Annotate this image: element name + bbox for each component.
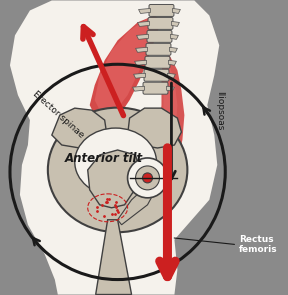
FancyBboxPatch shape <box>149 4 174 17</box>
Ellipse shape <box>75 128 156 196</box>
Ellipse shape <box>48 108 187 232</box>
Text: Rectus
femoris: Rectus femoris <box>239 235 278 254</box>
Polygon shape <box>139 9 151 14</box>
Polygon shape <box>118 185 154 225</box>
FancyBboxPatch shape <box>146 43 171 55</box>
Polygon shape <box>134 73 145 78</box>
Circle shape <box>136 166 160 190</box>
Polygon shape <box>138 22 149 26</box>
Circle shape <box>143 173 153 183</box>
Polygon shape <box>137 35 149 39</box>
FancyBboxPatch shape <box>147 30 172 42</box>
Polygon shape <box>158 55 184 175</box>
Polygon shape <box>88 150 140 208</box>
Polygon shape <box>134 60 147 65</box>
FancyBboxPatch shape <box>143 82 168 94</box>
FancyBboxPatch shape <box>145 56 170 68</box>
FancyBboxPatch shape <box>144 69 169 81</box>
Polygon shape <box>167 73 175 78</box>
Text: Iliopsoas: Iliopsoas <box>215 91 224 130</box>
Polygon shape <box>96 220 132 294</box>
Polygon shape <box>171 22 179 26</box>
Polygon shape <box>95 18 158 120</box>
Polygon shape <box>128 108 181 148</box>
Text: Erector spinae: Erector spinae <box>31 90 85 140</box>
Polygon shape <box>136 47 147 52</box>
Polygon shape <box>52 108 108 150</box>
Polygon shape <box>169 47 177 52</box>
Polygon shape <box>166 86 175 91</box>
FancyBboxPatch shape <box>148 17 173 30</box>
Polygon shape <box>168 60 177 65</box>
Polygon shape <box>90 15 162 125</box>
Text: Anterior tilt: Anterior tilt <box>65 152 143 165</box>
Polygon shape <box>173 9 180 14</box>
Polygon shape <box>132 86 145 91</box>
Polygon shape <box>170 35 178 39</box>
Circle shape <box>128 158 167 198</box>
Polygon shape <box>160 60 177 170</box>
Polygon shape <box>10 1 219 294</box>
